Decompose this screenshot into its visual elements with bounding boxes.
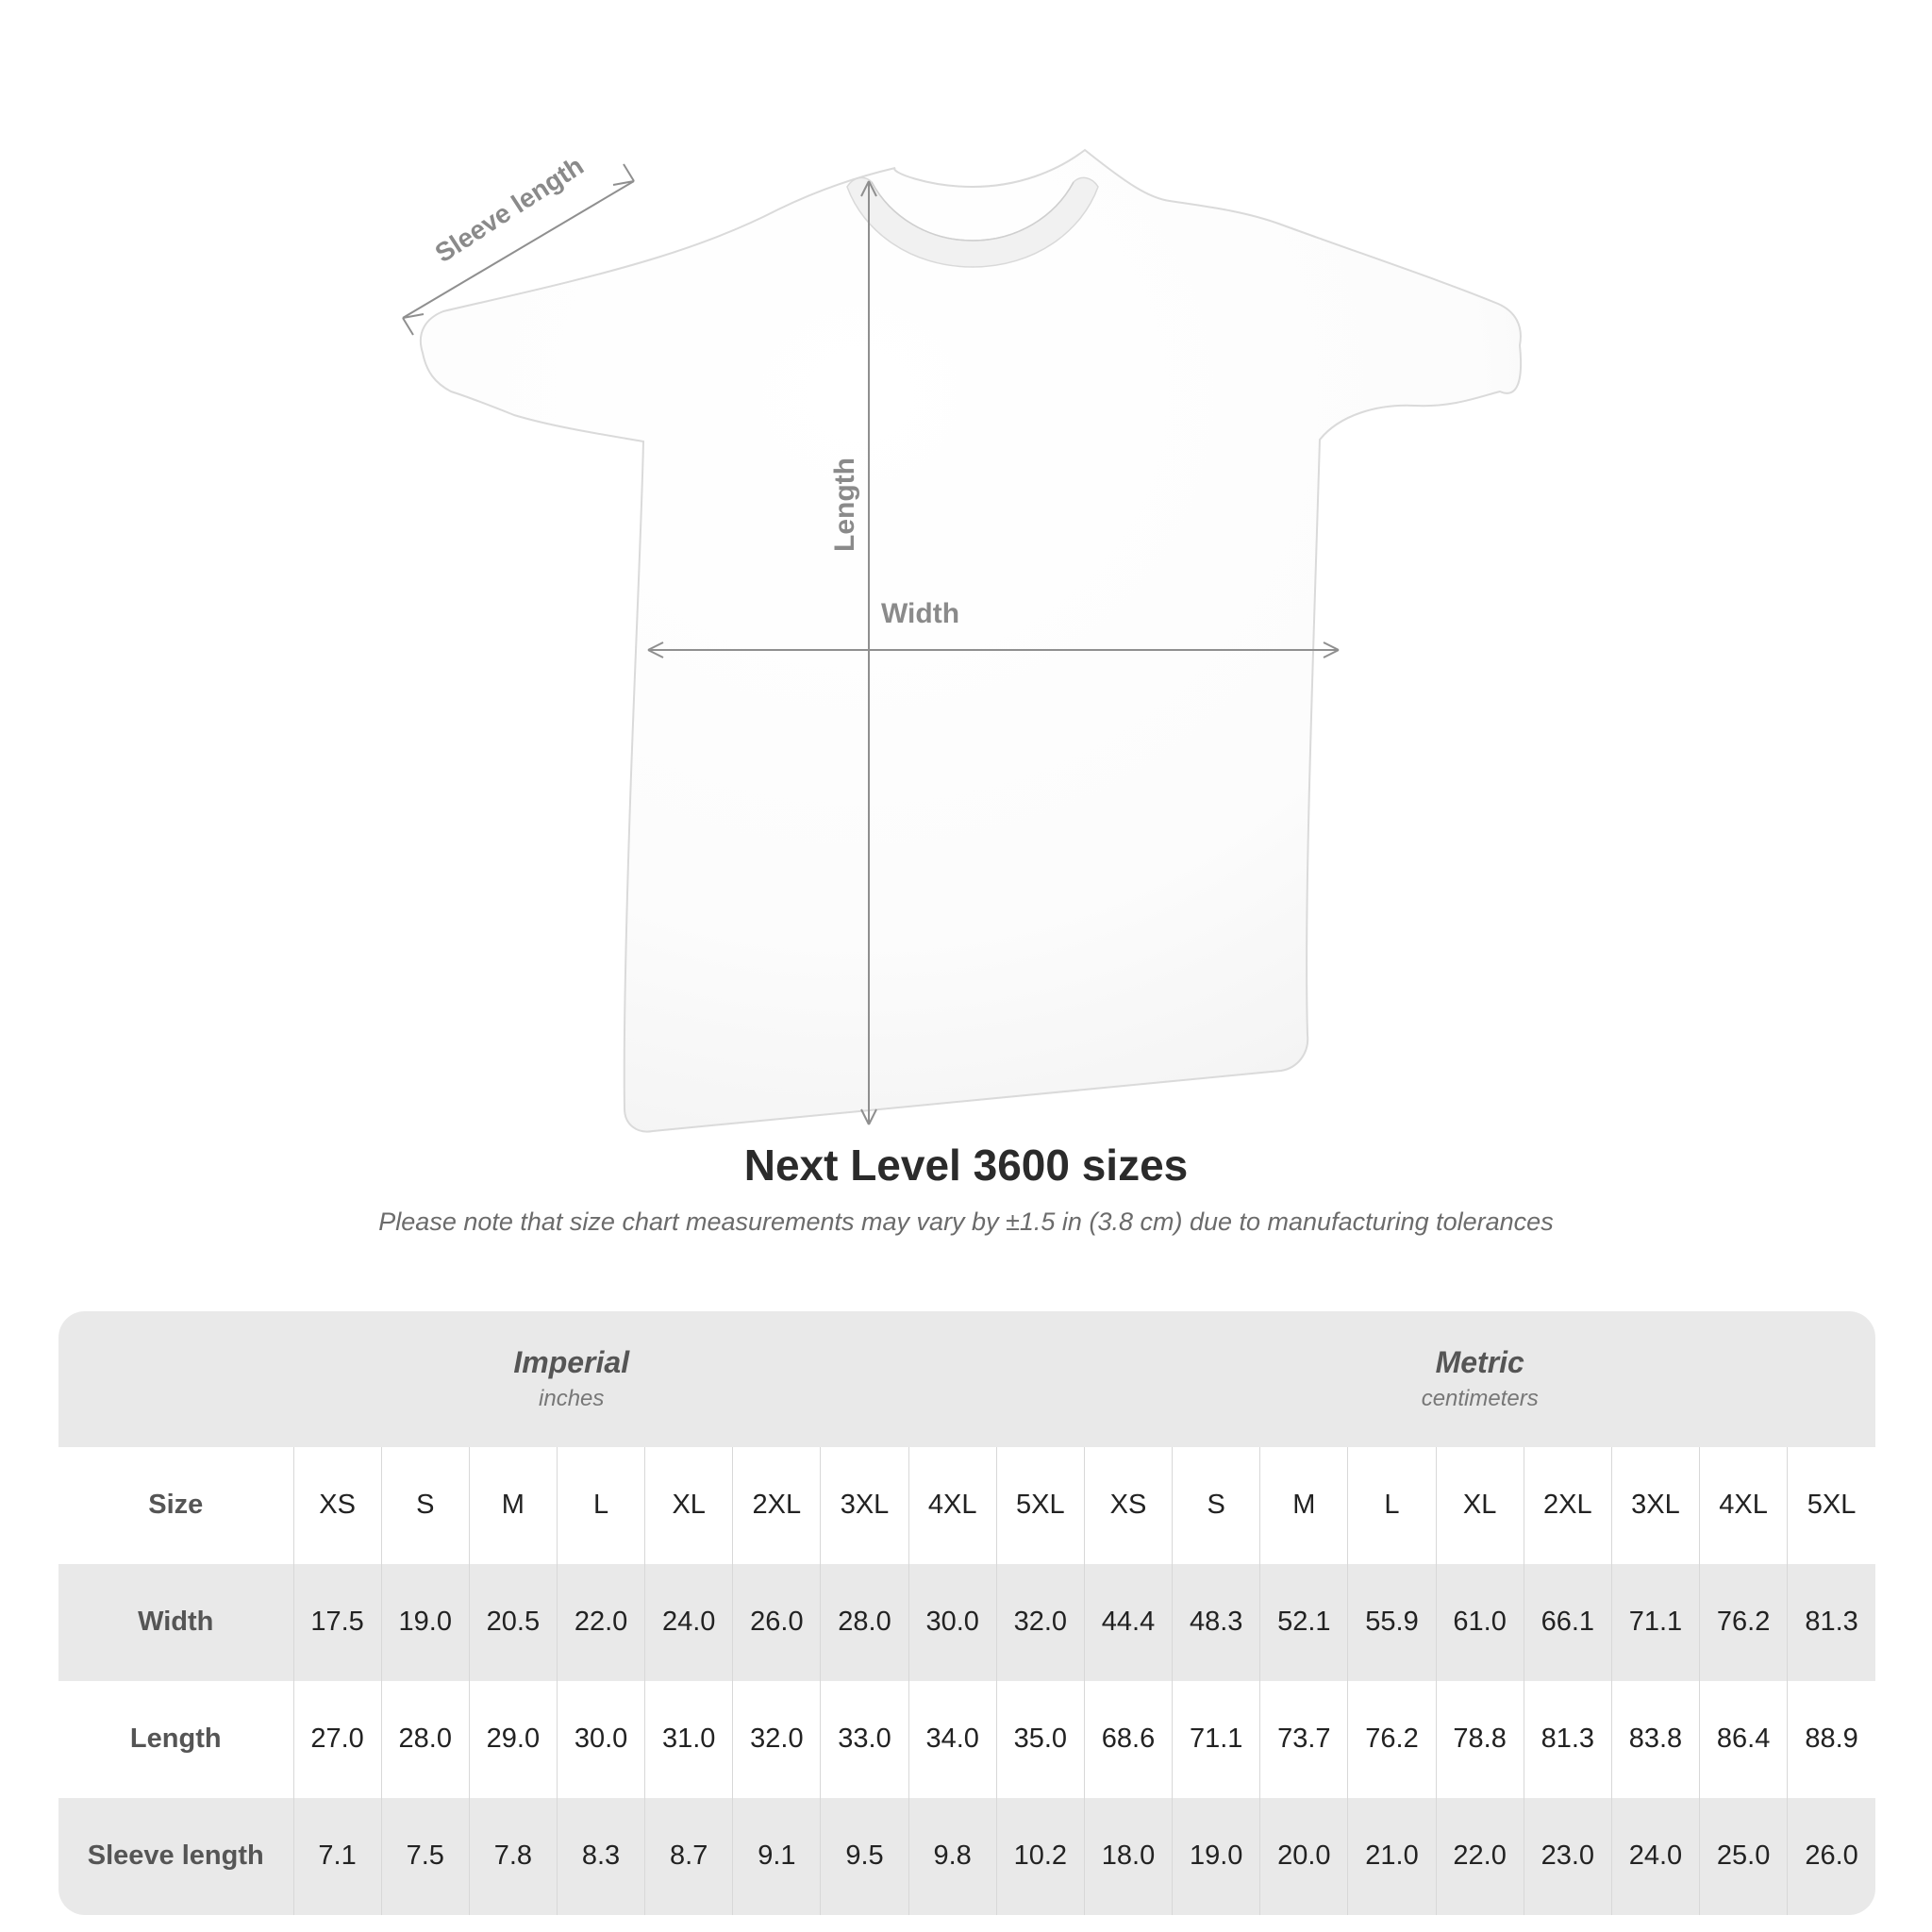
svg-text:Length: Length bbox=[829, 458, 860, 552]
svg-text:Sleeve length: Sleeve length bbox=[430, 151, 589, 268]
svg-text:Width: Width bbox=[881, 598, 959, 629]
